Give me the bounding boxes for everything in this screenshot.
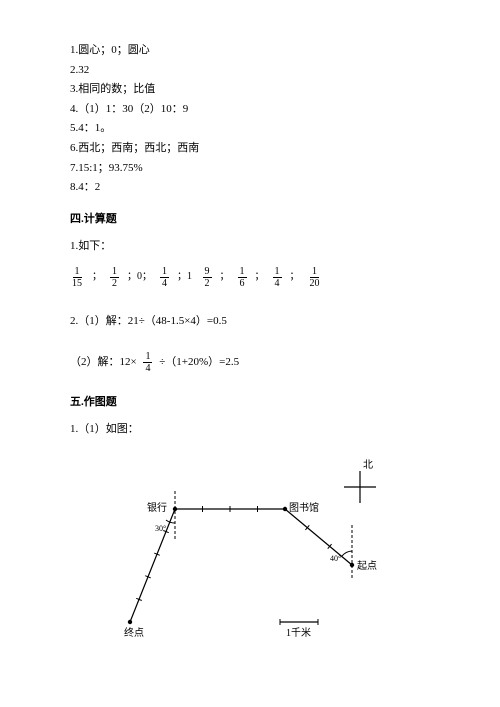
frac-num: 1 <box>143 351 152 363</box>
svg-text:40°: 40° <box>330 554 341 563</box>
svg-text:图书馆: 图书馆 <box>289 501 319 514</box>
fraction-row: 115；12；0；14；1 92；16；14；120 <box>70 266 430 289</box>
frac-den: 4 <box>143 363 152 374</box>
answer-4: 4.（1）1：30（2）10：9 <box>70 101 430 119</box>
section-5-title: 五.作图题 <box>70 394 430 412</box>
item-5-1-label: 1.（1）如图： <box>70 421 430 439</box>
answer-6: 6.西北；西南；西北；西南 <box>70 140 430 158</box>
answer-2: 2.32 <box>70 62 430 80</box>
section-4-title: 四.计算题 <box>70 211 430 229</box>
answer-5: 5.4：1。 <box>70 120 430 138</box>
answer-8: 8.4：2 <box>70 179 430 197</box>
item-4-2-1: 2.（1）解：21÷（48-1.5×4）=0.5 <box>70 313 430 331</box>
answer-1: 1.圆心；0；圆心 <box>70 42 430 60</box>
svg-text:北: 北 <box>363 459 373 471</box>
answer-7: 7.15:1；93.75% <box>70 160 430 178</box>
svg-text:终点: 终点 <box>124 626 144 639</box>
item-4-2-2-frac: 1 4 <box>143 351 152 374</box>
answer-3: 3.相同的数；比值 <box>70 81 430 99</box>
svg-text:银行: 银行 <box>147 501 167 514</box>
diagram: 北银行 图书馆起点终点 30° 40° 1千米 <box>70 457 430 657</box>
svg-text:起点: 起点 <box>357 560 377 572</box>
svg-text:30°: 30° <box>155 524 166 533</box>
item-4-2-2-pre: （2）解：12× <box>70 356 137 368</box>
svg-text:1千米: 1千米 <box>286 626 311 639</box>
item-4-2-2: （2）解：12× 1 4 ÷（1+20%）=2.5 <box>70 351 430 374</box>
item-4-1-label: 1.如下： <box>70 238 430 256</box>
item-4-2-2-post: ÷（1+20%）=2.5 <box>159 356 239 368</box>
